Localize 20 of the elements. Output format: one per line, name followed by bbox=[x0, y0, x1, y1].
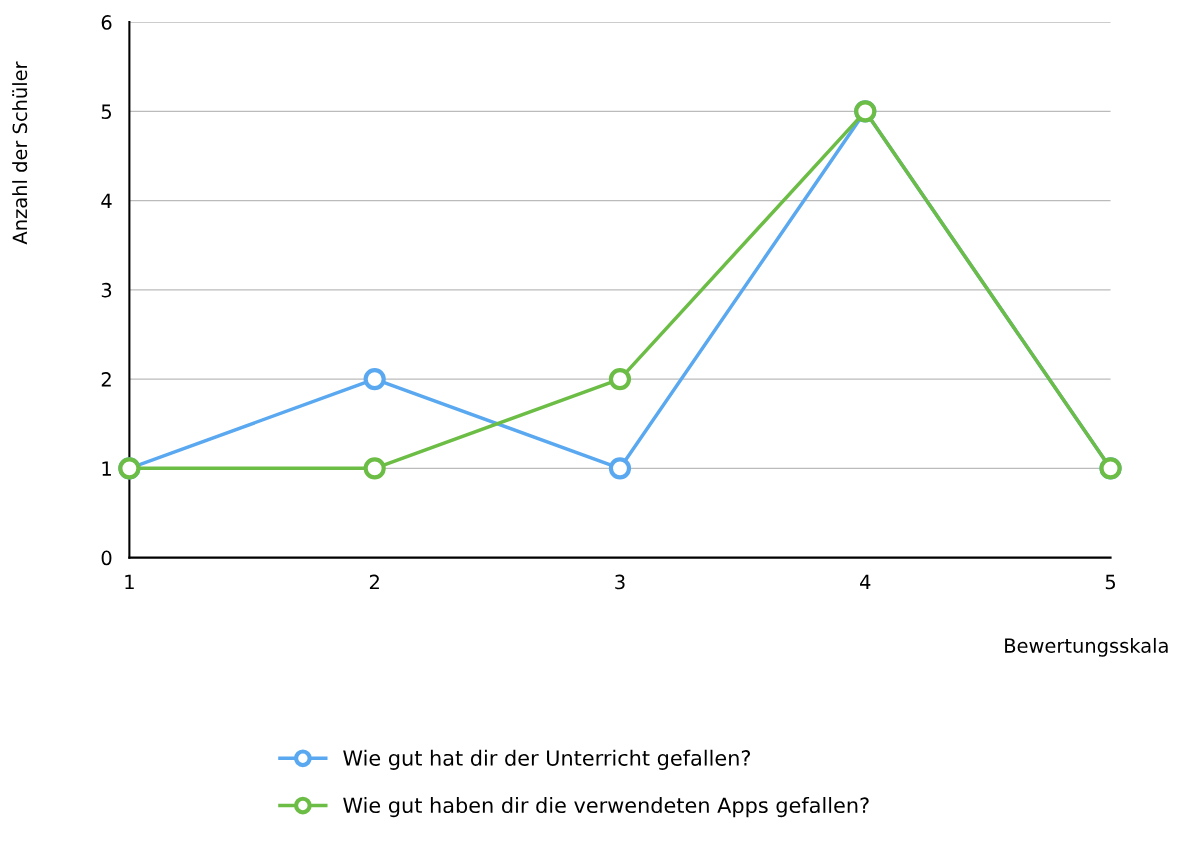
y-tick-label: 6 bbox=[101, 15, 112, 30]
legend-label: Wie gut haben dir die verwendeten Apps gefallen? bbox=[343, 797, 869, 818]
x-tick-label: 1 bbox=[125, 574, 134, 590]
x-tick-label: 3 bbox=[615, 574, 625, 590]
y-tick-label: 0 bbox=[101, 550, 112, 566]
y-axis-title: Anzahl der Schüler bbox=[12, 61, 28, 245]
point bbox=[608, 457, 632, 480]
point bbox=[608, 367, 632, 391]
point bbox=[363, 367, 386, 391]
x-axis-title: Bewertungsskala bbox=[1005, 637, 1168, 657]
y-tick-label: 4 bbox=[101, 193, 112, 208]
y-tick-label: 5 bbox=[101, 104, 112, 120]
x-tick-label: 5 bbox=[1105, 574, 1116, 590]
point bbox=[363, 457, 386, 480]
y-tick-label: 3 bbox=[101, 282, 112, 298]
legend-label: Wie gut hat dir der Unterricht gefallen? bbox=[343, 749, 751, 770]
y-tick-label: 1 bbox=[102, 461, 111, 476]
x-tick-label: 4 bbox=[860, 574, 871, 590]
y-tick-label: 2 bbox=[101, 372, 111, 387]
x-tick-label: 2 bbox=[369, 574, 379, 590]
